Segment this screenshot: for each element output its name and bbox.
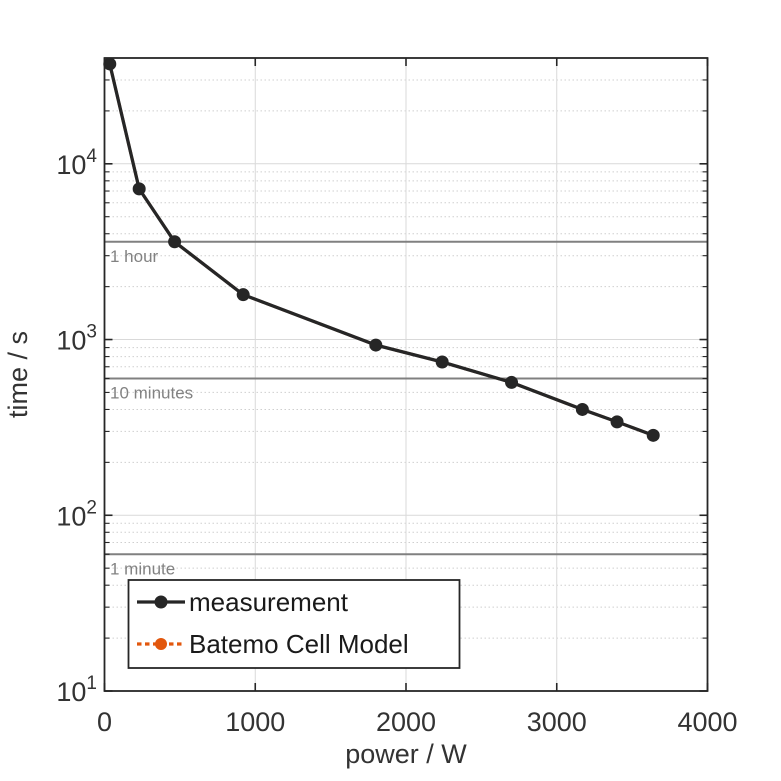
x-tick-label: 0 (97, 707, 112, 737)
grid-layer (104, 58, 708, 691)
y-tick-label: 102 (56, 497, 97, 531)
series-line-measurement (108, 62, 655, 437)
data-point (646, 428, 660, 442)
legend-label: measurement (189, 587, 349, 617)
reference-line-label: 1 hour (110, 247, 159, 266)
legend-box (127, 579, 461, 669)
data-point (505, 375, 519, 389)
x-tick-label: 1000 (225, 707, 285, 737)
data-point (435, 355, 449, 369)
x-axis-label: power / W (345, 739, 467, 769)
data-point (236, 288, 250, 302)
data-point (610, 415, 624, 429)
x-tick-label: 3000 (527, 707, 587, 737)
reference-lines-layer (104, 240, 708, 556)
legend-sample-marker (155, 638, 167, 650)
y-tick-label: 101 (56, 673, 97, 707)
reference-line-label: 1 minute (110, 559, 175, 578)
data-point (168, 235, 182, 249)
annotations-layer: 1 hour 10 minutes 1 minute (110, 247, 193, 578)
y-axis-label: time / s (3, 331, 33, 418)
legend-label: Batemo Cell Model (189, 629, 409, 659)
x-tick-label: 2000 (376, 707, 436, 737)
legend-sample-marker (154, 595, 168, 609)
series-line-batemo-cell-model (108, 62, 655, 437)
data-point (132, 182, 146, 196)
axes-layer (103, 57, 709, 692)
data-point (575, 402, 589, 416)
legend-layer: measurement Batemo Cell Model (127, 579, 461, 669)
y-tick-label: 104 (56, 146, 97, 180)
x-tick-label: 4000 (677, 707, 737, 737)
series-layer (103, 57, 660, 442)
data-point (369, 338, 383, 352)
tick-labels-layer: 0 1000 2000 3000 4000 101 102 103 104 (56, 146, 737, 737)
reference-line-label: 10 minutes (110, 384, 193, 403)
data-point (103, 57, 117, 71)
y-tick-label: 103 (56, 322, 97, 356)
